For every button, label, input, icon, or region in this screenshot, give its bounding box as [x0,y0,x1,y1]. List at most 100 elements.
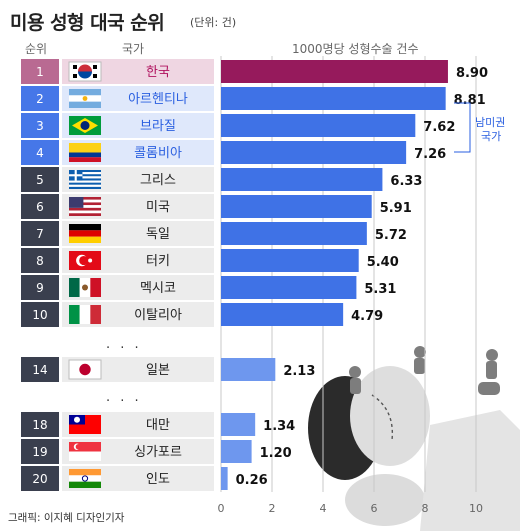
country-name: 독일 [146,227,170,242]
rank-badge [21,439,59,464]
flag-icon [79,363,91,376]
bar [221,276,357,299]
flag-icon [69,182,101,185]
flag-icon [69,442,101,452]
value-column-header: 1000명당 성형수술 건수 [292,42,419,56]
flag-icon [69,197,84,208]
flag-icon [78,64,92,72]
ranking-row: 6 미국 5.91 [21,194,412,219]
flag-icon [93,74,97,78]
flag-icon [81,475,89,482]
ranking-row: 20 인도 0.26 [21,466,268,491]
flag-icon [88,258,93,263]
flag-icon [69,186,101,189]
x-tick-label: 0 [218,502,225,515]
value-label: 1.20 [260,446,292,461]
flag-icon [69,89,101,96]
flag-icon [69,278,80,297]
rank-number: 7 [36,227,44,241]
country-column-header: 국가 [122,42,145,56]
ranking-row: 8 터키 5.40 [21,248,399,273]
rank-number: 3 [36,119,44,133]
country-name: 싱가포르 [134,445,182,460]
bar [221,60,448,83]
value-label: 5.72 [375,228,407,243]
bar [221,249,359,272]
rank-badge [21,466,59,491]
value-label: 5.91 [380,201,412,216]
flag-icon [73,65,77,69]
country-name: 대만 [146,418,170,433]
x-tick-label: 2 [269,502,276,515]
flag-icon [69,230,101,237]
value-label: 7.62 [423,120,455,135]
latam-note: 남미권 국가 [454,102,505,153]
rank-number: 1 [36,65,44,79]
ellipsis-country: · · · [106,394,142,409]
flag-icon [69,451,101,461]
flag-icon [69,101,101,108]
rank-badge [21,140,59,165]
bar [221,141,407,164]
country-name: 인도 [146,472,170,487]
flag-icon [69,184,101,187]
flag-icon [69,157,101,162]
country-name: 그리스 [140,173,176,188]
ranking-row: 10 이탈리아 4.79 [21,302,383,327]
country-name: 터키 [146,254,170,269]
ellipsis-country: · · · [106,341,142,356]
country-name: 아르헨티나 [128,92,188,107]
ranking-row: 1 한국 8.90 [21,59,488,84]
country-name: 미국 [146,200,170,215]
ranking-row: 9 멕시코 5.31 [21,275,396,300]
graphic-credit: 그래픽: 이지혜 디자인기자 [8,512,125,524]
flag-icon [69,197,101,200]
value-label: 1.34 [263,419,295,434]
ranking-row: 18 대만 1.34 [21,412,295,437]
rank-badge [21,248,59,273]
latam-note-line1: 남미권 [475,116,505,129]
ranking-row: 7 독일 5.72 [21,221,407,246]
rank-badge [21,167,59,192]
rank-column-header: 순위 [25,42,48,56]
country-name: 브라질 [140,119,176,134]
bar [221,467,228,490]
flag-icon [69,199,101,203]
country-name: 콜롬비아 [134,146,182,161]
flag-icon [69,205,101,208]
flag-icon [82,284,88,291]
country-name: 한국 [146,65,170,80]
rank-badge [21,194,59,219]
ranking-row: 14 일본 2.13 [21,357,315,382]
country-name: 멕시코 [140,281,176,296]
rank-number: 2 [36,92,44,106]
flag-icon [82,96,88,101]
latam-note-line2: 국가 [481,130,501,143]
country-name: 일본 [146,363,170,378]
flag-icon [69,180,101,183]
rank-number: 14 [32,363,47,377]
rank-badge [21,412,59,437]
rank-badge [21,357,59,382]
surgery-illustration [308,346,520,531]
rank-badge [21,59,59,84]
flag-icon [90,278,101,297]
flag-icon [80,121,90,130]
flag-icon [79,305,91,324]
country-name: 이탈리아 [134,308,182,323]
rank-number: 18 [32,418,47,432]
rank-badge [21,275,59,300]
flag-icon [69,305,80,324]
bar [221,168,383,191]
flag-icon [69,174,101,177]
rank-number: 9 [36,281,44,295]
rank-badge [21,86,59,111]
flag-icon [73,74,77,78]
flag-icon [69,224,101,231]
bar [221,87,446,110]
value-label: 4.79 [351,309,383,324]
flag-icon [78,71,92,79]
x-tick-label: 10 [469,502,483,515]
flag-icon [79,255,89,266]
